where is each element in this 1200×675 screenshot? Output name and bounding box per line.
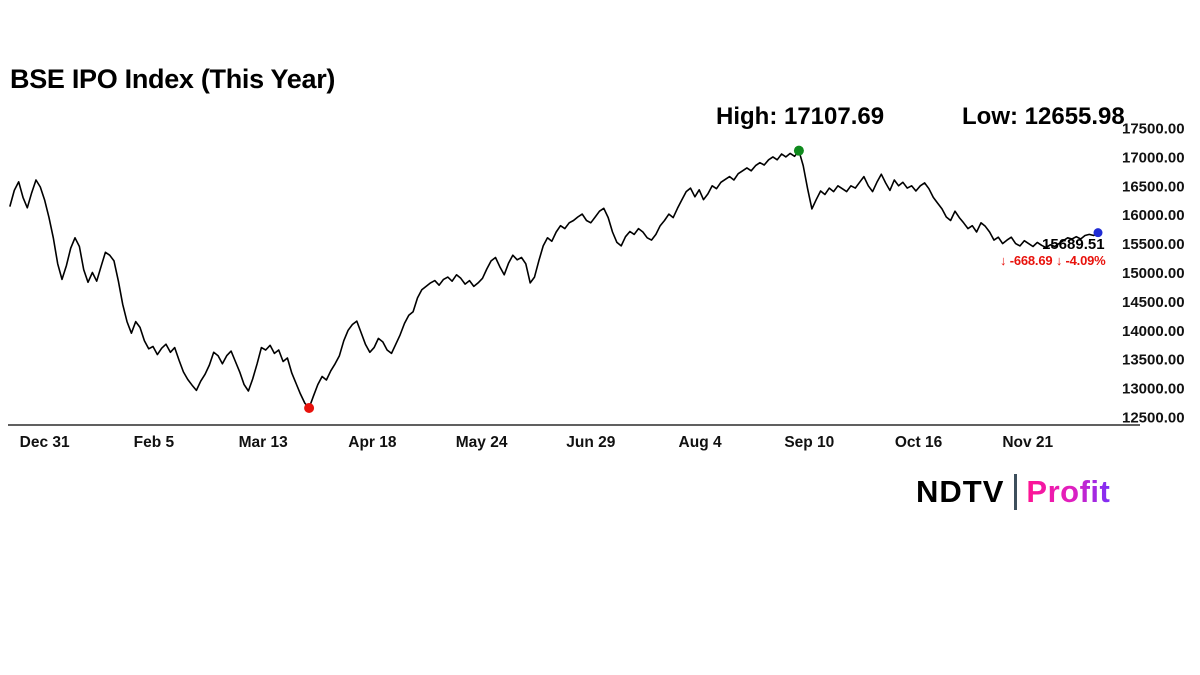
- y-tick-label: 12500.00: [1122, 410, 1185, 427]
- logo-divider: [1014, 474, 1018, 510]
- price-line: [9, 149, 1099, 409]
- x-tick-label: Nov 21: [1002, 434, 1053, 451]
- y-tick-label: 17000.00: [1122, 149, 1185, 166]
- chart-title: BSE IPO Index (This Year): [10, 64, 336, 94]
- x-tick-label: Dec 31: [20, 434, 70, 451]
- x-tick-label: Feb 5: [134, 434, 175, 451]
- x-tick-label: Mar 13: [239, 434, 288, 451]
- low-value-label: Low: 12655.98: [962, 103, 1125, 130]
- profit-logo-text: Profit: [1026, 474, 1111, 509]
- y-tick-label: 17500.00: [1122, 121, 1185, 138]
- x-tick-label: May 24: [456, 434, 508, 451]
- y-tick-label: 16500.00: [1122, 178, 1185, 195]
- high-marker-dot: [793, 145, 804, 156]
- x-tick-label: Aug 4: [679, 434, 722, 451]
- y-tick-label: 13000.00: [1122, 381, 1185, 398]
- x-tick-label: Apr 18: [348, 434, 397, 451]
- low-marker-dot: [304, 402, 315, 413]
- y-tick-label: 14000.00: [1122, 323, 1185, 340]
- y-tick-label: 13500.00: [1122, 352, 1185, 369]
- high-value-label: High: 17107.69: [716, 103, 885, 130]
- last-price-label: 15689.51: [1042, 236, 1105, 253]
- y-tick-label: 15500.00: [1122, 236, 1185, 253]
- last-marker-dot: [1093, 228, 1103, 238]
- y-tick-label: 15000.00: [1122, 265, 1185, 282]
- x-tick-label: Jun 29: [566, 434, 615, 451]
- x-tick-label: Oct 16: [895, 434, 943, 451]
- ndtv-logo-text: NDTV: [916, 474, 1005, 509]
- y-tick-label: 14500.00: [1122, 294, 1185, 311]
- ndtv-profit-logo: NDTV Profit: [916, 474, 1110, 510]
- y-tick-label: 16000.00: [1122, 207, 1185, 224]
- last-change-label: ↓ -668.69 ↓ -4.09%: [1000, 253, 1106, 268]
- x-tick-label: Sep 10: [784, 434, 834, 451]
